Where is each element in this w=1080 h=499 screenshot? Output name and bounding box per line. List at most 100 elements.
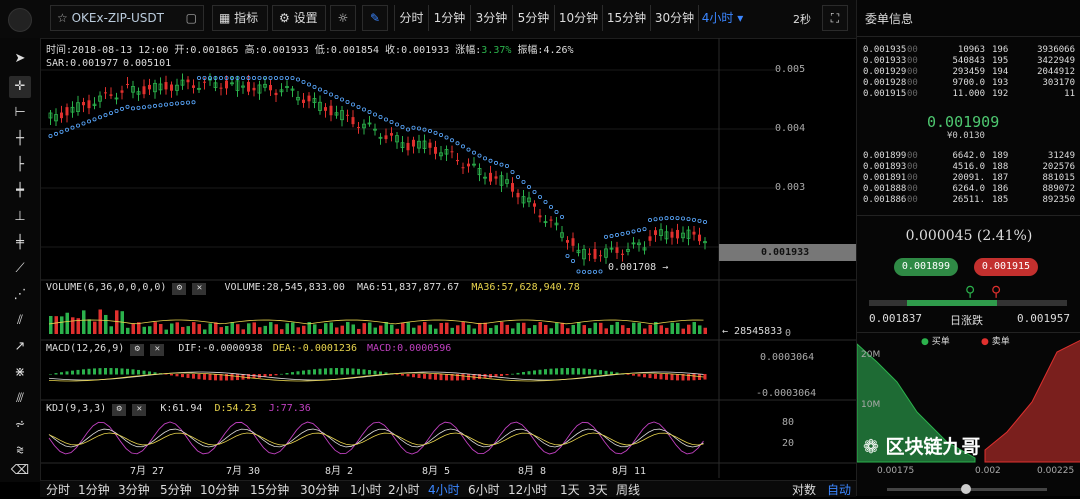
sell-price-button[interactable]: 0.001915 xyxy=(974,258,1038,276)
gann-icon[interactable]: ⩫ xyxy=(14,417,26,432)
orderbook-row[interactable]: 0.001928 00 9700.0 193 303170 xyxy=(857,78,1080,89)
orderbook-cell: 0.001928 xyxy=(863,78,907,88)
draw-button[interactable]: ✎ xyxy=(362,5,388,31)
candle-body xyxy=(378,136,383,139)
bottom-timeframe-tab[interactable]: 2小时 xyxy=(388,483,420,497)
bottom-timeframe-tab[interactable]: 周线 xyxy=(616,483,641,497)
macd-dea-line xyxy=(48,372,704,382)
sar-dot xyxy=(460,144,465,149)
timeframe-tab[interactable]: 10分钟 xyxy=(554,5,602,31)
timeframe-tab[interactable]: 4小时 ▾ xyxy=(698,5,746,31)
v-line-icon[interactable]: ┿ xyxy=(16,183,24,198)
theme-button[interactable]: ☼ xyxy=(330,5,356,31)
price-axis-label: 0.005 xyxy=(775,64,806,75)
candle-body xyxy=(698,234,701,242)
macd-bar xyxy=(456,374,459,381)
close-icon[interactable]: ✕ xyxy=(192,283,207,295)
crosshair-icon[interactable]: ✛ xyxy=(9,76,31,98)
bottom-timeframe-tab[interactable]: 1天 xyxy=(560,483,580,497)
orderbook-cell: 9700.0 xyxy=(952,78,985,88)
fullscreen-button[interactable]: ⛶ xyxy=(822,5,848,31)
bottom-timeframe-tab[interactable]: 15分钟 xyxy=(250,483,290,497)
eraser-icon[interactable]: ⌫ xyxy=(10,463,30,478)
parallel-icon[interactable]: ╪ xyxy=(16,235,24,250)
h-line-icon[interactable]: ┼ xyxy=(16,131,24,146)
cursor-icon[interactable]: ➤ xyxy=(14,51,26,66)
orderbook-row[interactable]: 0.001891 00 20091. 187 881015 xyxy=(857,173,1080,184)
macd-bar xyxy=(549,368,553,375)
sar-dot xyxy=(642,227,647,232)
macd-bar xyxy=(483,374,487,379)
timeframe-tab[interactable]: 1分钟 xyxy=(428,5,470,31)
log-scale-toggle[interactable]: 对数 xyxy=(792,483,817,497)
kline-chart[interactable] xyxy=(41,38,856,480)
indicators-button[interactable]: ▦ 指标 xyxy=(212,5,268,31)
orderbook-cell: 881015 xyxy=(1042,173,1075,183)
symbol-selector[interactable]: ☆ OKEx-ZIP-USDT ▢ xyxy=(50,5,204,31)
buy-price-button[interactable]: 0.001899 xyxy=(894,258,958,276)
bottom-timeframe-tab[interactable]: 3分钟 xyxy=(118,483,150,497)
h-segment-icon[interactable]: ├ xyxy=(16,157,24,172)
drawing-tools: ➤ ✛ ⊢ ┼ ├ ┿ ⊥ ╪ ⟋ ⋰ ⫽ ↗ ⋇ ⫻ ⩫ ⩬ ⌫ xyxy=(0,38,41,482)
orderbook-row[interactable]: 0.001933 00 540843 195 3422949 xyxy=(857,56,1080,67)
ray-line-icon[interactable]: ⊢ xyxy=(14,105,26,120)
candle-body xyxy=(621,253,624,255)
fib-icon[interactable]: ⫻ xyxy=(16,391,24,406)
bottom-timeframe-tab[interactable]: 3天 xyxy=(588,483,608,497)
date-axis-label: 8月 2 xyxy=(325,466,354,477)
sar-dot xyxy=(53,131,58,136)
timeframe-tab[interactable]: 30分钟 xyxy=(650,5,698,31)
gear-icon[interactable]: ⚙ xyxy=(112,404,127,416)
close-icon[interactable]: ✕ xyxy=(150,344,165,356)
orderbook-row[interactable]: 0.001893 00 4516.0 188 202576 xyxy=(857,162,1080,173)
timeframe-tab[interactable]: 15分钟 xyxy=(602,5,650,31)
bottom-timeframe-tab[interactable]: 分时 xyxy=(46,483,71,497)
sar-dot xyxy=(59,129,64,134)
sar-dot xyxy=(114,109,119,114)
timeframe-tab[interactable]: 3分钟 xyxy=(470,5,512,31)
refresh-interval[interactable]: 2秒 xyxy=(793,13,811,26)
segment-icon[interactable]: ⋰ xyxy=(13,287,27,302)
orderbook-row[interactable]: 0.001929 00 293459 194 2044912 xyxy=(857,67,1080,78)
sar-dot xyxy=(367,110,372,115)
candle-body xyxy=(230,82,234,85)
orderbook-cell: 00 xyxy=(907,67,918,77)
depth-chart[interactable] xyxy=(857,332,1080,496)
bottom-timeframe-tab[interactable]: 10分钟 xyxy=(200,483,240,497)
orderbook-cell: 540843 xyxy=(952,56,985,66)
chart-area[interactable] xyxy=(41,38,856,480)
close-icon[interactable]: ✕ xyxy=(132,404,147,416)
bottom-timeframe-tab[interactable]: 30分钟 xyxy=(300,483,340,497)
fan-icon[interactable]: ⋇ xyxy=(14,365,26,380)
channel-icon[interactable]: ⫽ xyxy=(17,313,23,328)
arrow-line-icon[interactable]: ↗ xyxy=(14,339,26,354)
price-line-icon[interactable]: ⊥ xyxy=(14,209,26,224)
bottom-timeframe-tab[interactable]: 5分钟 xyxy=(160,483,192,497)
orderbook-row[interactable]: 0.001915 00 11.000 192 11 xyxy=(857,89,1080,100)
bottom-timeframe-tab[interactable]: 4小时 xyxy=(428,483,460,497)
trend-line-icon[interactable]: ⟋ xyxy=(15,261,25,276)
orderbook-cell: 0.001935 xyxy=(863,45,907,55)
bottom-timeframe-tab[interactable]: 12小时 xyxy=(508,483,548,497)
sar-dot xyxy=(449,138,454,143)
bottom-timeframe-tab[interactable]: 1分钟 xyxy=(78,483,110,497)
star-icon[interactable]: ☆ xyxy=(57,11,68,25)
depth-scroll-handle[interactable] xyxy=(961,484,971,494)
orderbook-row[interactable]: 0.001935 00 10963 196 3936066 xyxy=(857,45,1080,56)
gear-icon[interactable]: ⚙ xyxy=(130,344,145,356)
window-icon[interactable]: ▢ xyxy=(185,11,197,25)
settings-button[interactable]: ⚙ 设置 xyxy=(272,5,326,31)
pitchfork-icon[interactable]: ⩬ xyxy=(16,443,24,458)
macd-bar xyxy=(153,372,157,375)
volume-bar xyxy=(76,318,80,334)
bottom-timeframe-tab[interactable]: 6小时 xyxy=(468,483,500,497)
orderbook-row[interactable]: 0.001899 00 6642.0 189 31249 xyxy=(857,151,1080,162)
gear-icon[interactable]: ⚙ xyxy=(172,283,187,295)
volume-bar xyxy=(274,324,278,334)
timeframe-tab[interactable]: 分时 xyxy=(394,5,428,31)
timeframe-tab[interactable]: 5分钟 xyxy=(512,5,554,31)
bottom-timeframe-tab[interactable]: 1小时 xyxy=(350,483,382,497)
orderbook-row[interactable]: 0.001888 00 6264.0 186 889072 xyxy=(857,184,1080,195)
orderbook-row[interactable]: 0.001886 00 26511. 185 892350 xyxy=(857,195,1080,206)
auto-scale-toggle[interactable]: 自动 xyxy=(827,483,852,497)
